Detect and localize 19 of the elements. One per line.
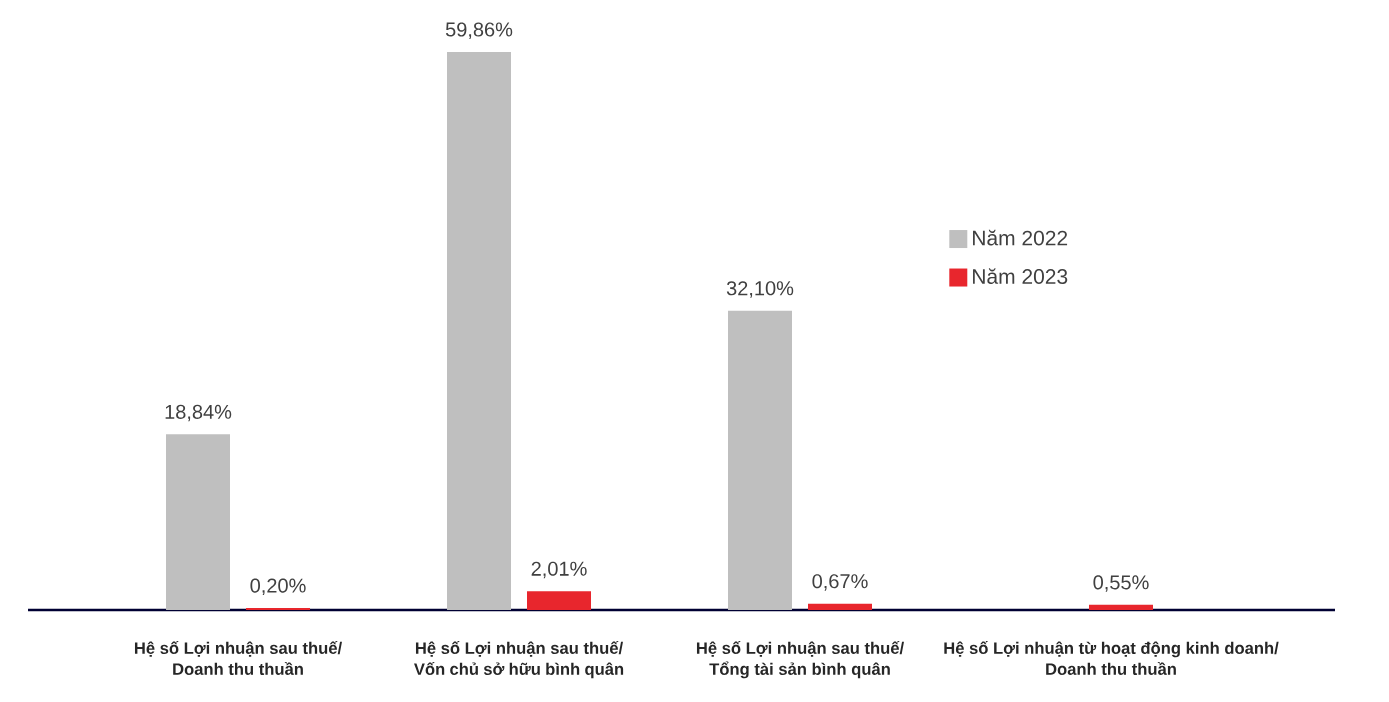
x-tick-label: Hệ số Lợi nhuận từ hoạt động kinh doanh/ Doanh thu thuần bbox=[944, 641, 1279, 675]
data-label: 0,55% bbox=[1093, 575, 1149, 592]
bar bbox=[728, 310, 793, 610]
bar bbox=[808, 603, 872, 610]
x-tick-label: Hệ số Lợi nhuận sau thuế/ Vốn chủ sở hữu bình quân bbox=[414, 641, 624, 679]
legend-label: Năm 2022 bbox=[973, 229, 1068, 246]
data-label: 0,20% bbox=[250, 578, 306, 596]
legend-label: Năm 2023 bbox=[973, 268, 1068, 284]
x-tick-label: Hệ số Lợi nhuận sau thuế/ Tổng tài sản bình quân bbox=[696, 641, 904, 679]
data-label: 0,67% bbox=[812, 574, 868, 591]
bar bbox=[1089, 604, 1153, 610]
data-label: 32,10% bbox=[726, 281, 794, 298]
data-label: 2,01% bbox=[531, 561, 587, 579]
bar bbox=[166, 434, 231, 610]
x-tick-label: Hệ số Lợi nhuận sau thuế/ Doanh thu thuần bbox=[134, 641, 342, 675]
bar bbox=[527, 591, 591, 610]
bar bbox=[447, 52, 511, 610]
data-label: 18,84% bbox=[165, 404, 232, 422]
data-label: 59,86% bbox=[445, 22, 513, 39]
